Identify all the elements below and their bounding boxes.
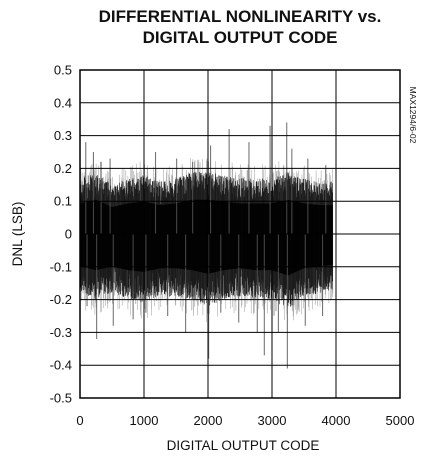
y-tick-label: -0.5 bbox=[50, 391, 72, 406]
y-tick-label: 0.2 bbox=[54, 161, 72, 176]
x-axis-label: DIGITAL OUTPUT CODE bbox=[167, 438, 320, 453]
data-layer bbox=[79, 122, 334, 369]
chart-title-line-2: DIGITAL OUTPUT CODE bbox=[143, 28, 338, 47]
y-tick-label: 0.4 bbox=[54, 95, 72, 110]
plot-frame bbox=[79, 69, 401, 399]
y-tick-label: 0.5 bbox=[54, 63, 72, 78]
grid-layer bbox=[80, 70, 400, 398]
y-tick-label: 0 bbox=[65, 227, 72, 242]
x-tick-label: 1000 bbox=[130, 413, 159, 428]
dnl-core-band bbox=[80, 199, 333, 276]
y-tick-label: -0.1 bbox=[50, 259, 72, 274]
y-tick-labels: 0.5 0.4 0.3 0.2 0.1 0 -0.1 -0.2 -0.3 -0.4 -0.5 bbox=[50, 63, 72, 406]
chart-title-line-1: DIFFERENTIAL NONLINEARITY vs. bbox=[99, 7, 382, 26]
figure-tag: MAX1294/6-02 bbox=[408, 87, 418, 144]
y-tick-label: 0.1 bbox=[54, 194, 72, 209]
y-axis-label: DNL (LSB) bbox=[10, 202, 25, 267]
y-tick-label: 0.3 bbox=[54, 128, 72, 143]
y-tick-label: -0.3 bbox=[50, 325, 72, 340]
x-tick-label: 3000 bbox=[258, 413, 287, 428]
x-tick-labels: 0 1000 2000 3000 4000 5000 bbox=[76, 413, 414, 428]
y-tick-label: -0.2 bbox=[50, 292, 72, 307]
x-tick-label: 5000 bbox=[386, 413, 415, 428]
x-tick-label: 4000 bbox=[322, 413, 351, 428]
x-tick-label: 2000 bbox=[194, 413, 223, 428]
x-tick-label: 0 bbox=[76, 413, 83, 428]
y-tick-label: -0.4 bbox=[50, 358, 72, 373]
